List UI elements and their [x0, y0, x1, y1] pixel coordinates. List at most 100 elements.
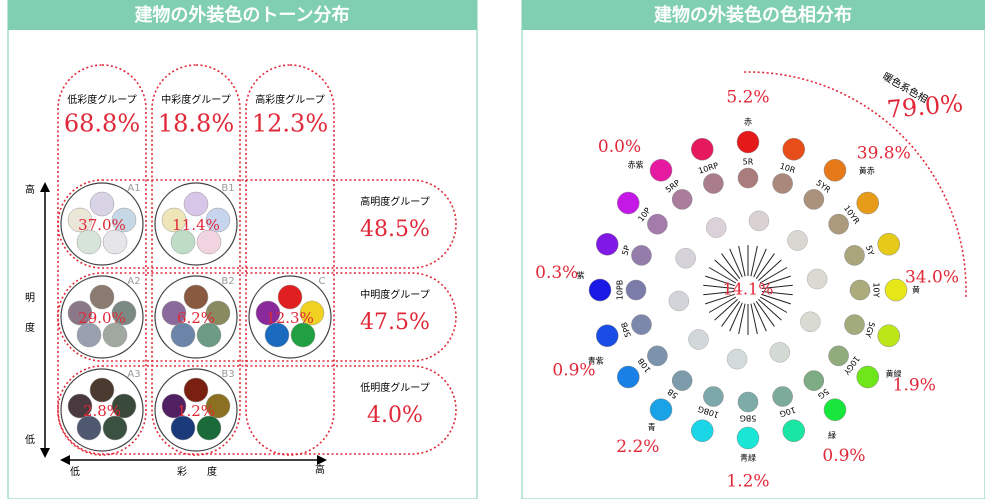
cell-value: 29.0% — [78, 309, 126, 327]
sector-value: 39.8% — [857, 144, 911, 164]
inner-sphere — [787, 230, 808, 251]
middle-sphere — [772, 173, 793, 194]
cell-code: C — [319, 276, 326, 287]
middle-sphere — [703, 173, 724, 194]
sample-sphere — [255, 300, 281, 326]
ray — [729, 302, 743, 332]
sample-sphere — [111, 393, 137, 419]
outer-sphere — [782, 137, 805, 161]
cell-value: 2.8% — [83, 402, 121, 420]
column-value: 18.8% — [158, 110, 234, 138]
sample-sphere — [67, 207, 93, 233]
cell-code: B2 — [221, 276, 234, 287]
middle-sphere — [737, 167, 759, 189]
row-label: 中明度グループ — [360, 288, 429, 301]
sample-sphere — [102, 229, 128, 255]
sample-sphere — [196, 229, 222, 255]
sector-value: 0.9% — [822, 446, 865, 466]
x-axis-label: 度 — [207, 465, 217, 478]
sample-sphere — [183, 377, 209, 403]
sample-sphere — [76, 229, 102, 255]
sample-sphere — [196, 415, 222, 441]
ray — [714, 298, 738, 321]
ray — [753, 302, 767, 332]
sector-name: 黄 — [912, 285, 920, 295]
hue-label: 5R — [743, 158, 754, 167]
outer-sphere — [617, 365, 640, 389]
ray — [738, 303, 746, 335]
ray — [703, 284, 735, 290]
sample-sphere — [76, 322, 102, 348]
sector-name: 緑 — [828, 430, 836, 440]
ray — [721, 301, 741, 327]
sector-value: 1.2% — [726, 472, 769, 492]
sector-name: 青緑 — [740, 453, 756, 463]
inner-sphere — [748, 210, 770, 232]
sample-sphere — [161, 300, 187, 326]
sample-sphere — [277, 284, 303, 310]
outer-sphere — [588, 278, 612, 302]
right-header — [522, 0, 985, 30]
cell-value: 1.2% — [177, 402, 215, 420]
cell-value: 12.3% — [266, 309, 314, 327]
ray — [750, 303, 758, 335]
x-axis-label: 高 — [315, 463, 325, 476]
middle-sphere — [828, 345, 849, 367]
hue-label: 5Y — [864, 244, 876, 256]
sector-name: 青紫 — [588, 355, 604, 365]
ray — [721, 253, 741, 279]
sample-sphere — [196, 322, 222, 348]
sample-sphere — [111, 207, 137, 233]
middle-sphere — [803, 370, 825, 391]
sample-sphere — [67, 300, 93, 326]
outer-sphere — [856, 191, 879, 215]
middle-sphere — [849, 279, 871, 301]
sample-sphere — [102, 415, 128, 441]
outer-sphere — [877, 324, 901, 347]
inner-sphere — [675, 247, 696, 269]
sector-value: 0.0% — [598, 137, 641, 157]
ray — [759, 267, 788, 284]
sample-sphere — [205, 207, 231, 233]
outer-sphere — [736, 426, 760, 450]
outer-sphere — [649, 398, 673, 421]
ray — [758, 259, 782, 282]
inner-sphere — [688, 329, 709, 350]
hue-label: 10Y — [872, 282, 881, 297]
column-label: 低彩度グループ — [67, 93, 136, 106]
inner-sphere — [769, 342, 791, 363]
outer-sphere — [823, 398, 847, 421]
cell-code: A1 — [127, 183, 140, 194]
sample-sphere — [76, 415, 102, 441]
outer-sphere — [595, 233, 619, 256]
outer-sphere — [856, 365, 879, 389]
column-label: 中彩度グループ — [161, 93, 230, 106]
ray — [761, 293, 791, 305]
middle-sphere — [844, 314, 865, 335]
sample-sphere — [89, 377, 115, 403]
sample-sphere — [89, 191, 115, 217]
ray — [755, 301, 775, 327]
center-value: 14.1% — [723, 280, 774, 299]
column-group — [245, 64, 335, 456]
outer-sphere — [877, 233, 901, 256]
inner-sphere — [800, 311, 821, 333]
middle-sphere — [631, 245, 652, 266]
hue-label: 5PB — [620, 321, 633, 338]
row-group — [57, 179, 457, 269]
row-group — [57, 272, 457, 362]
sample-sphere — [299, 300, 325, 326]
sector-value: 2.2% — [616, 437, 659, 457]
hue-label: 10RP — [697, 161, 720, 176]
ray — [761, 275, 791, 287]
ray — [750, 245, 758, 277]
hue-label: 5P — [620, 244, 632, 256]
sample-sphere — [183, 284, 209, 310]
middle-sphere — [647, 213, 668, 235]
sector-name: 赤紫 — [628, 161, 644, 170]
middle-sphere — [625, 279, 647, 301]
sector-name: 青 — [648, 422, 656, 432]
sector-name: 赤 — [744, 118, 752, 127]
column-value: 68.8% — [64, 110, 140, 138]
